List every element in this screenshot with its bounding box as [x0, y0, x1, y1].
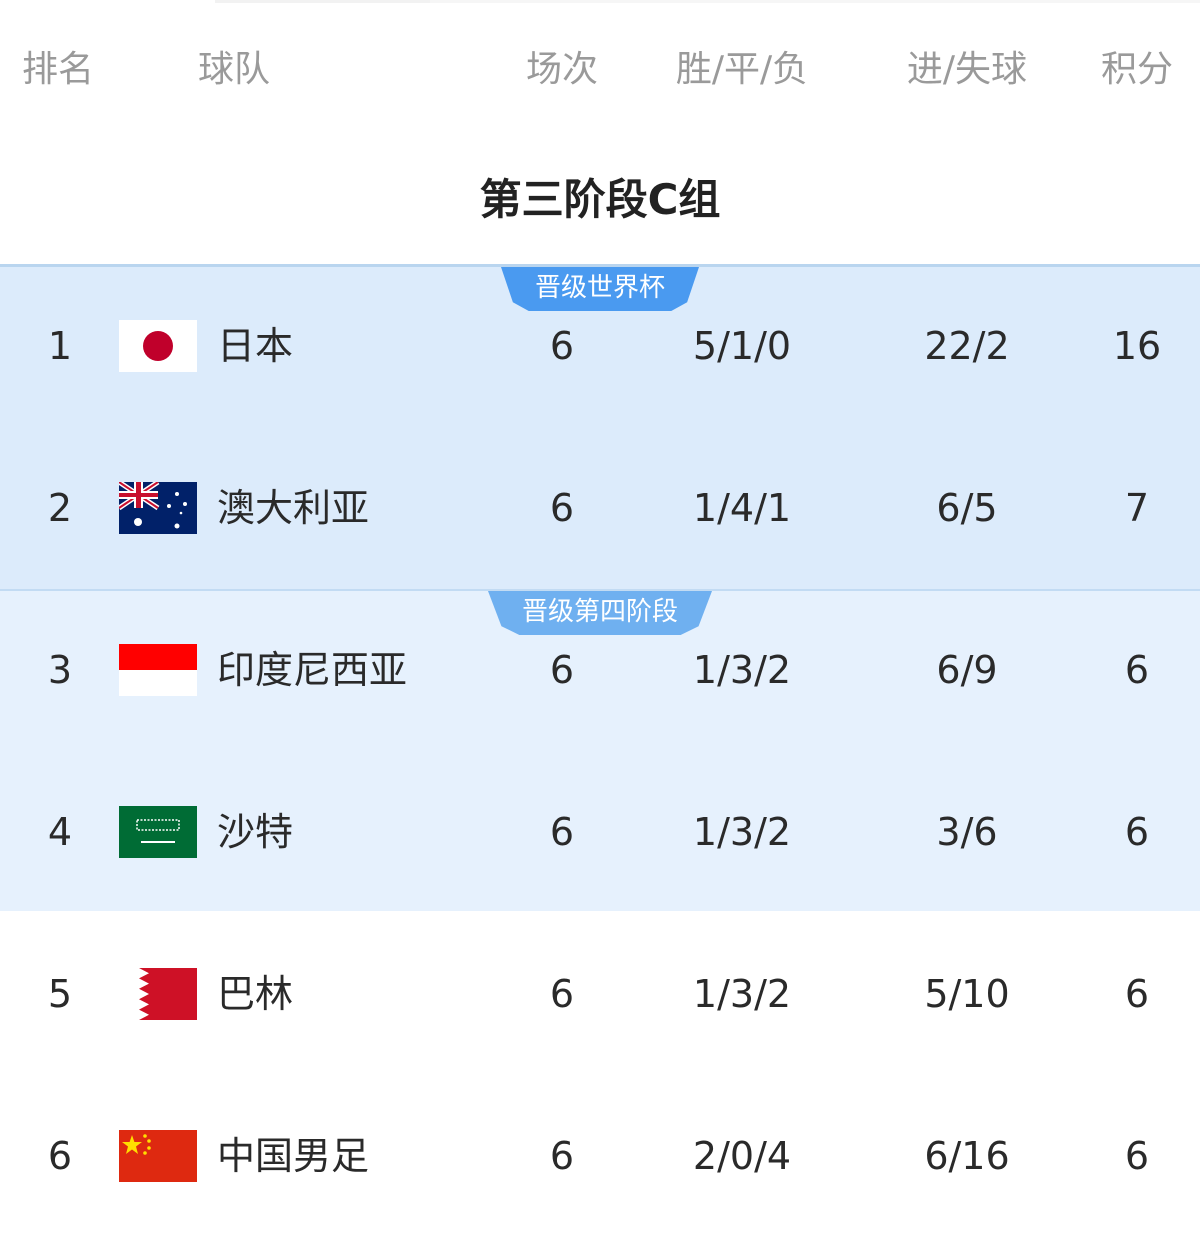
header-rank: 排名: [22, 49, 95, 90]
zone-fourth-stage: 晋级第四阶段: [0, 589, 1200, 911]
table-row[interactable]: 1 日本 6 5/1/0 22/2 16: [0, 265, 1200, 427]
header-team: 球队: [198, 49, 271, 90]
team-name: 沙特: [217, 810, 294, 854]
points-cell: 6: [1124, 972, 1150, 1016]
header-wdl: 胜/平/负: [675, 49, 809, 90]
wdl-cell: 5/1/0: [692, 324, 792, 368]
points-cell: 6: [1124, 810, 1150, 854]
rank-cell: 2: [47, 486, 73, 530]
header-played: 场次: [525, 49, 598, 90]
table-row[interactable]: 4 沙特 6 1/3/2 3/6 6: [0, 751, 1200, 913]
table-row[interactable]: 3 印度尼西亚 6 1/3/2 6/9 6: [0, 589, 1200, 751]
china-flag-icon: [119, 1130, 197, 1182]
table-row[interactable]: 2 澳大利亚 6 1/4/1 6/5 7: [0, 427, 1200, 589]
goals-cell: 5/10: [924, 972, 1010, 1016]
team-name: 日本: [217, 324, 294, 368]
played-cell: 6: [549, 1134, 575, 1178]
wdl-cell: 1/3/2: [692, 648, 792, 692]
goals-cell: 6/16: [924, 1134, 1010, 1178]
team-name: 中国男足: [217, 1134, 370, 1178]
wdl-cell: 1/3/2: [692, 972, 792, 1016]
zone-world-cup: 晋级世界杯: [0, 264, 1200, 589]
points-cell: 7: [1124, 486, 1150, 530]
goals-cell: 6/9: [936, 648, 998, 692]
wdl-cell: 1/4/1: [692, 486, 792, 530]
rank-cell: 4: [47, 810, 73, 854]
played-cell: 6: [549, 972, 575, 1016]
rank-cell: 3: [47, 648, 73, 692]
wdl-cell: 2/0/4: [692, 1134, 792, 1178]
table-row[interactable]: 6 中国男足 6 2/0/4 6/16 6: [0, 1075, 1200, 1237]
played-cell: 6: [549, 648, 575, 692]
table-row[interactable]: 5 巴林 6 1/3/2 5/10 6: [0, 913, 1200, 1075]
tab-indicator: [215, 0, 430, 3]
played-cell: 6: [549, 486, 575, 530]
japan-flag-icon: [119, 320, 197, 372]
goals-cell: 6/5: [936, 486, 998, 530]
played-cell: 6: [549, 324, 575, 368]
goals-cell: 3/6: [936, 810, 998, 854]
played-cell: 6: [549, 810, 575, 854]
group-title: 第三阶段C组: [479, 175, 721, 224]
team-name: 巴林: [217, 972, 294, 1016]
header-goals: 进/失球: [906, 49, 1028, 90]
points-cell: 16: [1112, 324, 1162, 368]
wdl-cell: 1/3/2: [692, 810, 792, 854]
bahrain-flag-icon: [119, 968, 197, 1020]
rank-cell: 1: [47, 324, 73, 368]
zone-badge-fourth-stage: 晋级第四阶段: [487, 591, 713, 635]
zone-badge-world-cup: 晋级世界杯: [500, 267, 700, 311]
rank-cell: 5: [47, 972, 73, 1016]
team-name: 澳大利亚: [217, 486, 370, 530]
rank-cell: 6: [47, 1134, 73, 1178]
goals-cell: 22/2: [924, 324, 1010, 368]
header-points: 积分: [1100, 49, 1173, 90]
saudi-arabia-flag-icon: [119, 806, 197, 858]
australia-flag-icon: [119, 482, 197, 534]
indonesia-flag-icon: [119, 644, 197, 696]
team-name: 印度尼西亚: [217, 648, 408, 692]
points-cell: 6: [1124, 1134, 1150, 1178]
points-cell: 6: [1124, 648, 1150, 692]
top-divider: [430, 0, 1200, 3]
